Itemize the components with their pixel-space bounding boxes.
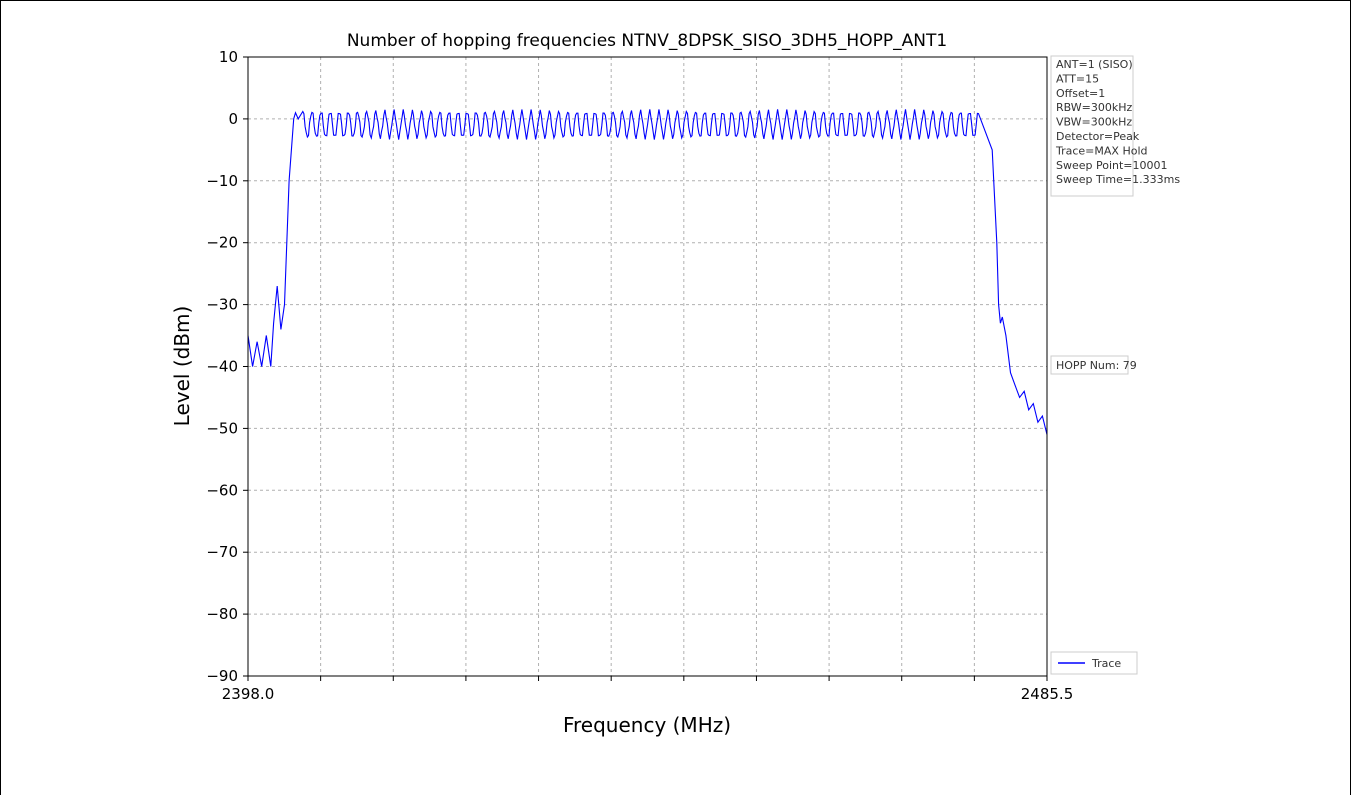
x-tick-label: 2398.0 [222, 685, 275, 703]
x-tick-label: 2485.5 [1021, 685, 1074, 703]
info-line: Trace=MAX Hold [1055, 144, 1148, 157]
grid [248, 57, 1047, 676]
y-axis-label: Level (dBm) [170, 306, 194, 427]
annotation-frame [1050, 355, 1129, 375]
chart-title: Number of hopping frequencies NTNV_8DPSK… [347, 31, 947, 51]
info-line: Sweep Time=1.333ms [1056, 173, 1180, 186]
info-line: ANT=1 (SISO) [1056, 58, 1133, 71]
y-tick-label: 10 [219, 48, 238, 66]
y-tick-label: −70 [206, 543, 238, 561]
info-line: ATT=15 [1056, 72, 1099, 85]
y-tick-label: −30 [206, 296, 238, 314]
y-tick-label: −10 [206, 172, 238, 190]
legend: Trace [1050, 651, 1138, 675]
y-tick-label: 0 [228, 110, 238, 128]
y-tick-label: −40 [206, 358, 238, 376]
y-tick-label: −50 [206, 419, 238, 437]
legend-label: Trace [1091, 657, 1121, 670]
x-axis-label: Frequency (MHz) [563, 713, 731, 737]
info-line: VBW=300kHz [1056, 116, 1132, 129]
info-line: Detector=Peak [1056, 130, 1140, 143]
legend-frame [1050, 651, 1138, 675]
y-tick-label: −80 [206, 605, 238, 623]
info-box-frame [1050, 55, 1134, 197]
figure-background [148, 12, 1068, 796]
info-line: Offset=1 [1056, 87, 1105, 100]
info-line: RBW=300kHz [1056, 101, 1133, 114]
y-tick-label: −60 [206, 481, 238, 499]
trace-line [247, 109, 1048, 435]
hopp-annotation: HOPP Num: 79 [1050, 355, 1137, 375]
trace-layer [247, 109, 1048, 435]
y-tick-label: −90 [206, 667, 238, 685]
x-axis-ticks: 2398.0 2485.5 [222, 676, 1074, 703]
y-axis-ticks: 10 0 −10 −20 −30 −40 −50 −60 −70 −80 −90 [206, 48, 248, 685]
hopp-num-label: HOPP Num: 79 [1056, 359, 1137, 372]
y-tick-label: −20 [206, 234, 238, 252]
info-line: Sweep Point=10001 [1056, 159, 1168, 172]
plot-area-frame [247, 56, 1048, 677]
